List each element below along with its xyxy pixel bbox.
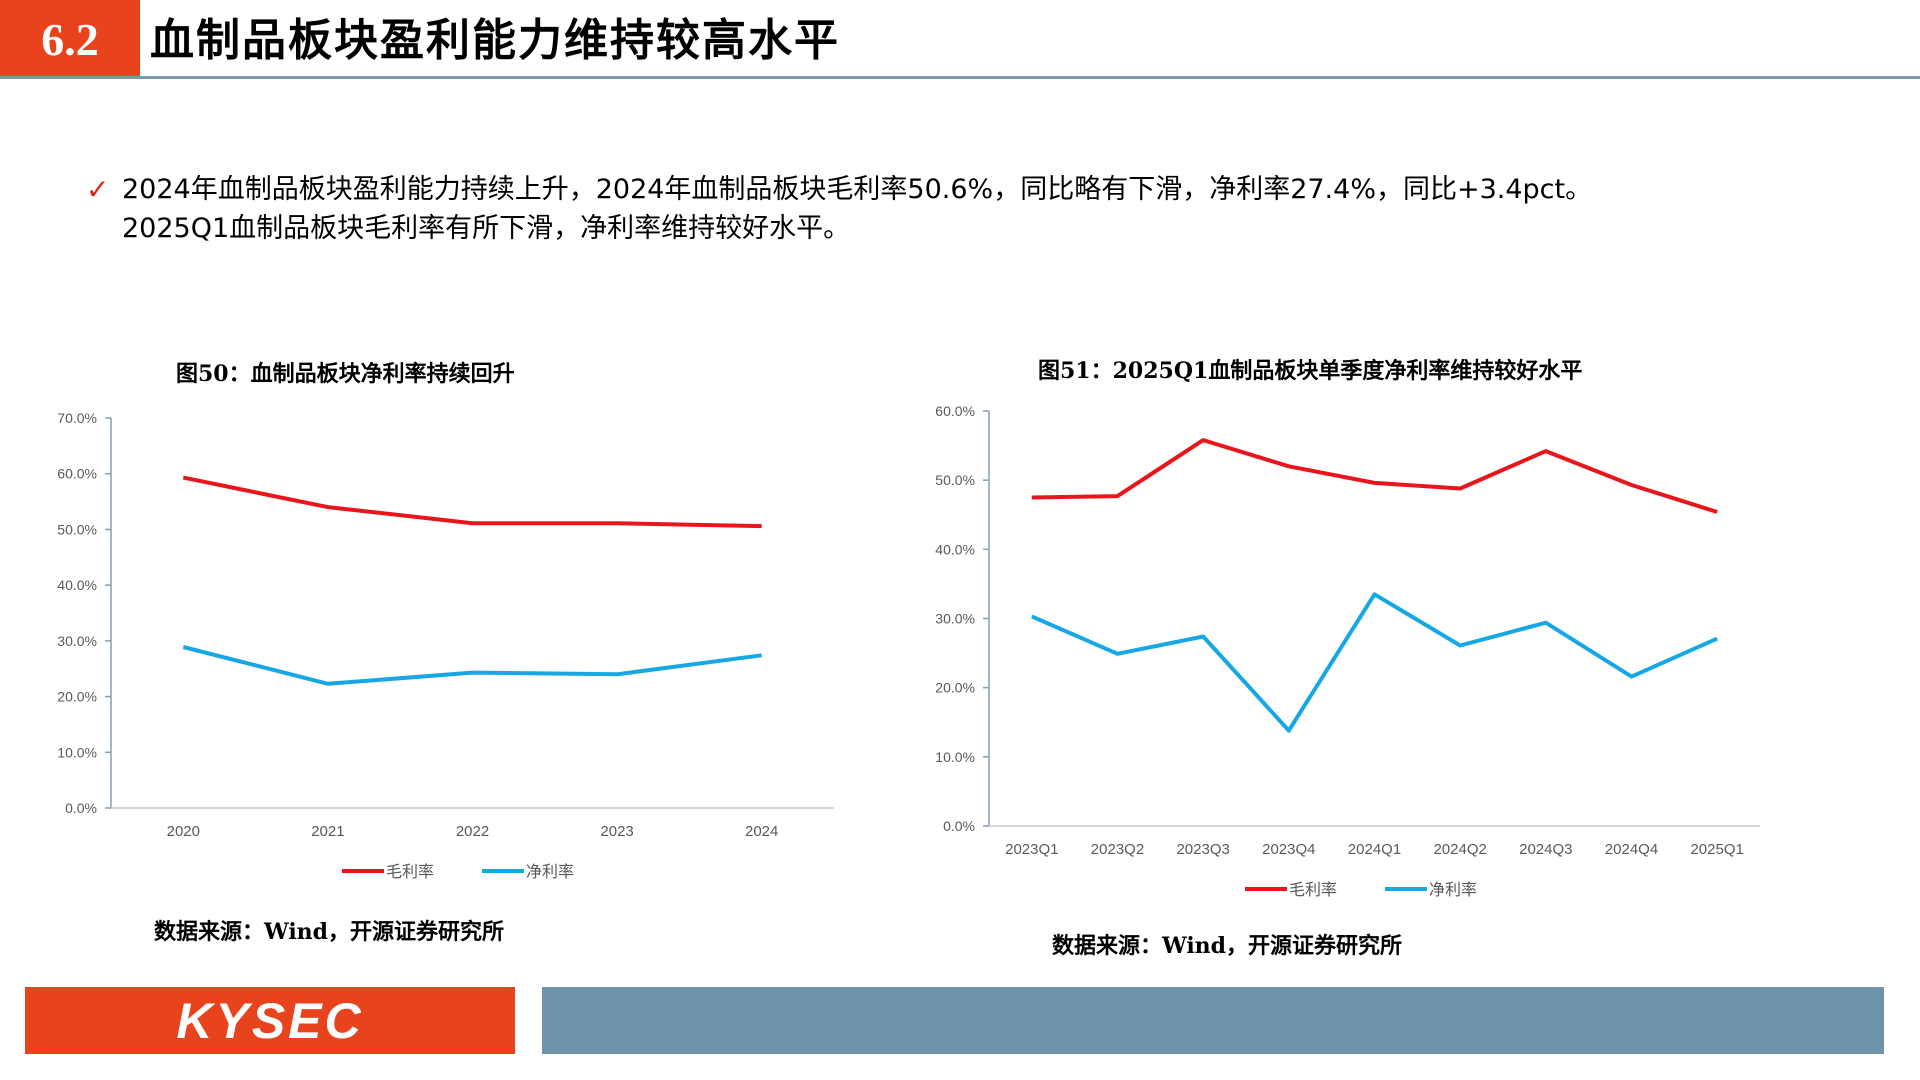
chart-right-title: 图51：2025Q1血制品板块单季度净利率维持较好水平	[1038, 358, 1583, 384]
chart-left-y-tick-label: 60.0%	[57, 466, 97, 482]
chart-right-x-tick-label: 2024Q3	[1519, 841, 1572, 858]
checkmark-icon: ✓	[86, 173, 110, 206]
chart-right-x-tick-label: 2024Q2	[1433, 841, 1486, 858]
chart-left-y-tick-label: 50.0%	[57, 521, 97, 537]
chart-right-x-tick-label: 2024Q4	[1605, 841, 1658, 858]
kysec-logo: KYSEC	[25, 987, 515, 1054]
footer-bar	[542, 987, 1884, 1054]
chart-left-series-gross-margin-line	[182, 475, 762, 529]
chart-right-legend-label: 净利率	[1429, 881, 1477, 899]
chart-right-y-tick-label: 50.0%	[935, 472, 975, 488]
chart-right-x-tick-label: 2023Q4	[1262, 841, 1315, 858]
title-divider	[0, 76, 1920, 79]
chart-left-y-tick-label: 70.0%	[57, 410, 97, 426]
chart-left-legend-label: 毛利率	[386, 863, 434, 881]
chart-left-y-tick-label: 10.0%	[57, 744, 97, 760]
chart-right-x-tick-label: 2023Q2	[1091, 841, 1144, 858]
chart-left-x-tick-label: 2024	[745, 823, 778, 840]
chart-left-x-tick-label: 2020	[167, 823, 200, 840]
chart-right-x-tick-label: 2023Q3	[1176, 841, 1229, 858]
chart-right-y-tick-label: 10.0%	[935, 749, 975, 765]
chart-left-y-tick-label: 40.0%	[57, 577, 97, 593]
chart-left-x-tick-label: 2022	[456, 823, 489, 840]
chart-left-x-tick-label: 2023	[600, 823, 633, 840]
chart-left-x-tick-label: 2021	[311, 823, 344, 840]
chart-left-source: 数据来源：Wind，开源证券研究所	[154, 919, 505, 945]
chart-right-y-tick-label: 0.0%	[943, 818, 975, 834]
chart-right-y-tick-label: 60.0%	[935, 403, 975, 419]
chart-right-x-tick-label: 2025Q1	[1690, 841, 1743, 858]
chart-left-legend-label: 净利率	[526, 863, 574, 881]
chart-right-series-net-margin-line	[1031, 592, 1719, 733]
chart-right-series-gross-margin-line	[1031, 438, 1718, 514]
summary-bullet: ✓ 2024年血制品板块盈利能力持续上升，2024年血制品板块毛利率50.6%，…	[86, 170, 1886, 248]
chart-right: 0.0% 10.0% 20.0% 30.0% 40.0% 50.0% 60.0% 2023Q1…	[935, 403, 1760, 899]
chart-right-y-tick-label: 40.0%	[935, 541, 975, 557]
chart-left-y-tick-label: 0.0%	[65, 800, 97, 816]
chart-right-y-tick-label: 30.0%	[935, 611, 975, 627]
page-title: 血制品板块盈利能力维持较高水平	[150, 15, 840, 66]
chart-right-source: 数据来源：Wind，开源证券研究所	[1052, 933, 1403, 959]
section-number-badge: 6.2	[0, 0, 140, 78]
chart-right-y-tick-label: 20.0%	[935, 680, 975, 696]
chart-left-title: 图50：血制品板块净利率持续回升	[176, 361, 515, 387]
chart-right-legend-label: 毛利率	[1289, 881, 1337, 899]
chart-left-series-net-margin-line	[182, 645, 762, 686]
chart-left-y-tick-label: 20.0%	[57, 689, 97, 705]
summary-text: 2024年血制品板块盈利能力持续上升，2024年血制品板块毛利率50.6%，同比…	[122, 174, 1593, 244]
chart-left-y-tick-label: 30.0%	[57, 633, 97, 649]
chart-right-x-tick-label: 2024Q1	[1348, 841, 1401, 858]
chart-right-x-tick-label: 2023Q1	[1005, 841, 1058, 858]
chart-left: 0.0% 10.0% 20.0% 30.0% 40.0% 50.0% 60.0% 70.0% 2…	[57, 410, 834, 881]
